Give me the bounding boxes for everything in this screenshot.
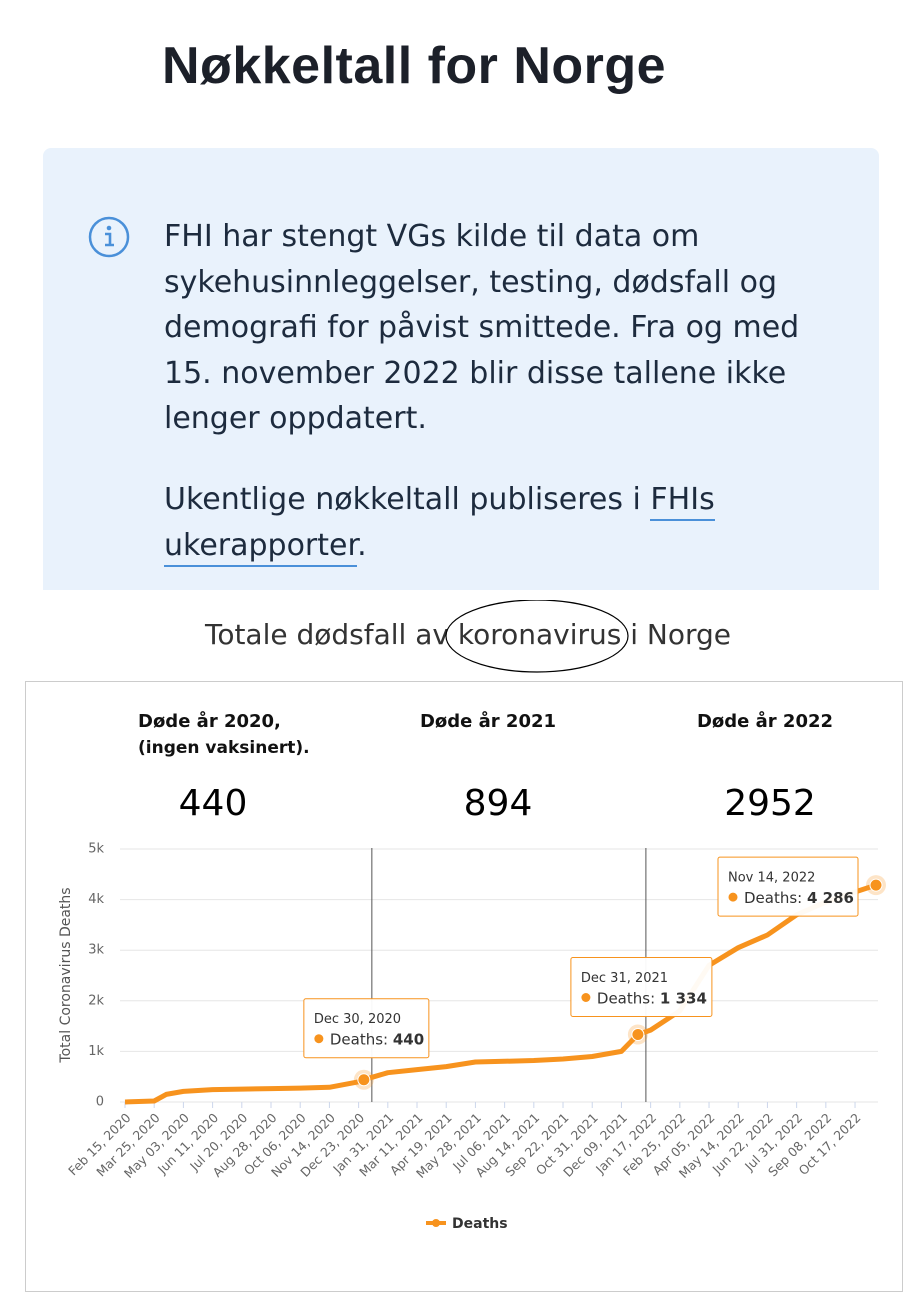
stat-value: 2952: [724, 783, 816, 824]
tooltip-date: Dec 31, 2021: [581, 971, 668, 986]
y-tick-label: 3k: [88, 943, 104, 958]
notice-box: [43, 148, 879, 590]
tooltip-marker: [357, 1073, 371, 1087]
notice-text: FHI har stengt VGs kilde til data om syke…: [164, 214, 799, 442]
tooltip-text: Deaths: 440: [330, 1030, 424, 1048]
tooltip-value: 440: [393, 1030, 424, 1048]
notice-line: sykehusinnleggelser, testing, dødsfall o…: [164, 264, 778, 300]
link[interactable]: ukerapporter: [164, 527, 358, 567]
y-tick-label: 4k: [88, 892, 104, 907]
tooltip-bullet: [581, 992, 591, 1002]
tooltip-marker: [631, 1027, 645, 1041]
series-line: [124, 882, 877, 1105]
tooltip-value: 1 334: [660, 989, 707, 1007]
tooltip-text: Deaths: 1 334: [597, 989, 707, 1007]
tooltip: Dec 31, 2021 Deaths: 1 334: [570, 956, 713, 1045]
y-axis-title: Total Coronavirus Deaths: [58, 887, 74, 1063]
y-tick-label: 1k: [88, 1044, 104, 1059]
tooltip-label: Deaths:: [330, 1030, 388, 1048]
notice-line: demografi for påvist smittede. Fra og me…: [164, 310, 800, 345]
tooltip-bullet: [314, 1034, 324, 1044]
stat-label: Døde år 2021: [420, 710, 556, 732]
chart-title: Totale dødsfall av koronavirus i Norge: [204, 618, 731, 651]
tooltip-value: 4 286: [807, 889, 854, 907]
chart: Totale dødsfall av koronavirus i Norge T…: [25, 600, 903, 1292]
tooltip-bullet: [728, 892, 738, 902]
tooltip-label: Deaths:: [597, 989, 655, 1007]
tooltip: Nov 14, 2022 Deaths: 4 286: [717, 856, 886, 917]
tooltip-box: [717, 856, 859, 917]
annotation-ellipse: [445, 600, 629, 673]
y-tick-label: 0: [96, 1095, 104, 1110]
legend-label: Deaths: [452, 1216, 508, 1232]
notice-text: Ukentlige nøkkeltall publiseres i FHIs uk…: [164, 477, 715, 568]
chart-frame: [25, 681, 903, 1292]
page-title: Nøkkeltall for Norge: [162, 37, 667, 95]
notice-text: Ukentlige nøkkeltall publiseres i: [164, 482, 651, 517]
stat-label: Døde år 2020,: [138, 710, 281, 732]
stat-note: (ingen vaksinert).: [138, 738, 310, 758]
notice-line: 15. november 2022 blir disse tallene ikk…: [164, 355, 787, 391]
tooltip-box: [570, 956, 713, 1017]
notice-line: lenger oppdatert.: [164, 401, 427, 436]
tooltip: Dec 30, 2020 Deaths: 440: [303, 998, 430, 1090]
y-tick-label: 2k: [88, 993, 104, 1008]
stat-value: 894: [464, 783, 533, 824]
tooltip-date: Dec 30, 2020: [314, 1012, 401, 1027]
y-tick-label: 5k: [88, 842, 104, 857]
notice-text: .: [357, 527, 367, 563]
legend-symbol: [432, 1219, 440, 1227]
tooltip-label: Deaths:: [744, 889, 802, 907]
tooltip-marker: [869, 878, 883, 892]
info-icon: [88, 216, 130, 258]
link[interactable]: FHIs: [650, 482, 715, 521]
notice-line: FHI har stengt VGs kilde til data om: [164, 219, 700, 254]
stat-label: Døde år 2022: [697, 710, 833, 732]
tooltip-box: [303, 998, 430, 1059]
stat-value: 440: [179, 783, 248, 824]
tooltip-date: Nov 14, 2022: [728, 871, 815, 886]
tooltip-text: Deaths: 4 286: [744, 889, 854, 907]
